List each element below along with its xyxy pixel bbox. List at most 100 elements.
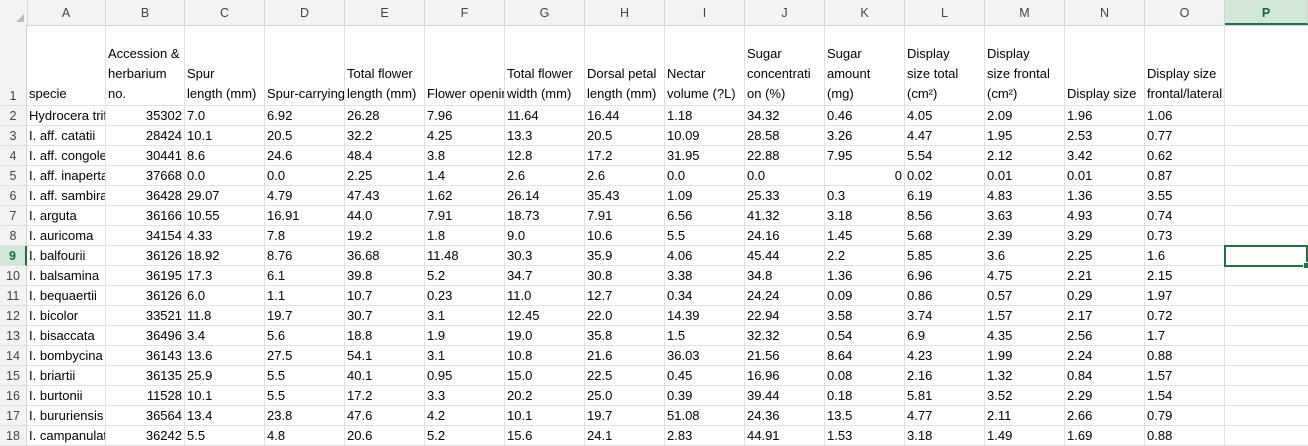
- cell-o4[interactable]: 0.62: [1145, 146, 1225, 166]
- cell-m7[interactable]: 3.63: [985, 206, 1065, 226]
- cell-g2[interactable]: 11.64: [505, 106, 585, 126]
- cell-n6[interactable]: 1.36: [1065, 186, 1145, 206]
- cell-c2[interactable]: 7.0: [185, 106, 265, 126]
- row-header[interactable]: 16: [0, 386, 27, 406]
- cell-h17[interactable]: 19.7: [585, 406, 665, 426]
- cell-m18[interactable]: 1.49: [985, 426, 1065, 446]
- cell-p2[interactable]: [1225, 106, 1308, 126]
- cell-m3[interactable]: 1.95: [985, 126, 1065, 146]
- cell-g9[interactable]: 30.3: [505, 246, 585, 266]
- cell-e15[interactable]: 40.1: [345, 366, 425, 386]
- cell-k15[interactable]: 0.08: [825, 366, 905, 386]
- cell-g5[interactable]: 2.6: [505, 166, 585, 186]
- cell-p16[interactable]: [1225, 386, 1308, 406]
- header-cell-e[interactable]: Total flower length (mm): [345, 25, 425, 106]
- cell-c7[interactable]: 10.55: [185, 206, 265, 226]
- cell-i10[interactable]: 3.38: [665, 266, 745, 286]
- row-header[interactable]: 15: [0, 366, 27, 386]
- cell-i16[interactable]: 0.39: [665, 386, 745, 406]
- cell-j6[interactable]: 25.33: [745, 186, 825, 206]
- row-header[interactable]: 18: [0, 426, 27, 446]
- cell-f15[interactable]: 0.95: [425, 366, 505, 386]
- cell-n18[interactable]: 1.69: [1065, 426, 1145, 446]
- cell-a16[interactable]: I. burtonii: [27, 386, 106, 406]
- cell-m11[interactable]: 0.57: [985, 286, 1065, 306]
- select-all-button[interactable]: [0, 0, 28, 25]
- cell-p11[interactable]: [1225, 286, 1308, 306]
- cell-o6[interactable]: 3.55: [1145, 186, 1225, 206]
- cell-j8[interactable]: 24.16: [745, 226, 825, 246]
- cell-l14[interactable]: 4.23: [905, 346, 985, 366]
- cell-a4[interactable]: I. aff. congolensis: [27, 146, 106, 166]
- row-header[interactable]: 17: [0, 406, 27, 426]
- cell-m10[interactable]: 4.75: [985, 266, 1065, 286]
- cell-c16[interactable]: 10.1: [185, 386, 265, 406]
- cell-b18[interactable]: 36242: [106, 426, 185, 446]
- cell-n8[interactable]: 3.29: [1065, 226, 1145, 246]
- row-header[interactable]: 5: [0, 166, 27, 186]
- cell-e9[interactable]: 36.68: [345, 246, 425, 266]
- cell-d11[interactable]: 1.1: [265, 286, 345, 306]
- cell-d4[interactable]: 24.6: [265, 146, 345, 166]
- cell-h10[interactable]: 30.8: [585, 266, 665, 286]
- column-header-k[interactable]: K: [825, 0, 905, 25]
- cell-e11[interactable]: 10.7: [345, 286, 425, 306]
- cell-j10[interactable]: 34.8: [745, 266, 825, 286]
- column-header-b[interactable]: B: [106, 0, 185, 25]
- cell-d10[interactable]: 6.1: [265, 266, 345, 286]
- cell-j2[interactable]: 34.32: [745, 106, 825, 126]
- cell-n17[interactable]: 2.66: [1065, 406, 1145, 426]
- cell-c14[interactable]: 13.6: [185, 346, 265, 366]
- column-header-e[interactable]: E: [345, 0, 425, 25]
- cell-b11[interactable]: 36126: [106, 286, 185, 306]
- cell-a18[interactable]: I. campanulata: [27, 426, 106, 446]
- cell-f5[interactable]: 1.4: [425, 166, 505, 186]
- cell-e2[interactable]: 26.28: [345, 106, 425, 126]
- cell-h8[interactable]: 10.6: [585, 226, 665, 246]
- row-header[interactable]: 9: [0, 246, 27, 266]
- cell-n15[interactable]: 0.84: [1065, 366, 1145, 386]
- cell-n5[interactable]: 0.01: [1065, 166, 1145, 186]
- cell-i13[interactable]: 1.5: [665, 326, 745, 346]
- cell-i5[interactable]: 0.0: [665, 166, 745, 186]
- row-header[interactable]: 3: [0, 126, 27, 146]
- cell-d13[interactable]: 5.6: [265, 326, 345, 346]
- cell-o18[interactable]: 0.88: [1145, 426, 1225, 446]
- cell-b13[interactable]: 36496: [106, 326, 185, 346]
- cell-g12[interactable]: 12.45: [505, 306, 585, 326]
- cell-b10[interactable]: 36195: [106, 266, 185, 286]
- cell-e18[interactable]: 20.6: [345, 426, 425, 446]
- cell-e7[interactable]: 44.0: [345, 206, 425, 226]
- cell-h14[interactable]: 21.6: [585, 346, 665, 366]
- cell-h5[interactable]: 2.6: [585, 166, 665, 186]
- cell-l13[interactable]: 6.9: [905, 326, 985, 346]
- header-cell-i[interactable]: Nectar volume (?L): [665, 25, 745, 106]
- active-cell-selection[interactable]: [1224, 245, 1308, 269]
- cell-j4[interactable]: 22.88: [745, 146, 825, 166]
- cell-c4[interactable]: 8.6: [185, 146, 265, 166]
- cell-h18[interactable]: 24.1: [585, 426, 665, 446]
- cell-a13[interactable]: I. bisaccata: [27, 326, 106, 346]
- cell-d3[interactable]: 20.5: [265, 126, 345, 146]
- cell-f4[interactable]: 3.8: [425, 146, 505, 166]
- cell-m17[interactable]: 2.11: [985, 406, 1065, 426]
- cell-d8[interactable]: 7.8: [265, 226, 345, 246]
- cell-o3[interactable]: 0.77: [1145, 126, 1225, 146]
- cell-f18[interactable]: 5.2: [425, 426, 505, 446]
- header-cell-o[interactable]: Display size frontal/lateral: [1145, 25, 1225, 106]
- cell-a7[interactable]: I. arguta: [27, 206, 106, 226]
- cell-f7[interactable]: 7.91: [425, 206, 505, 226]
- cell-e17[interactable]: 47.6: [345, 406, 425, 426]
- header-cell-j[interactable]: Sugar concentrati on (%): [745, 25, 825, 106]
- cell-h11[interactable]: 12.7: [585, 286, 665, 306]
- cell-l11[interactable]: 0.86: [905, 286, 985, 306]
- cell-g16[interactable]: 20.2: [505, 386, 585, 406]
- cell-i2[interactable]: 1.18: [665, 106, 745, 126]
- cell-n2[interactable]: 1.96: [1065, 106, 1145, 126]
- cell-p8[interactable]: [1225, 226, 1308, 246]
- cell-e4[interactable]: 48.4: [345, 146, 425, 166]
- header-cell-l[interactable]: Display size total (cm²): [905, 25, 985, 106]
- cell-j14[interactable]: 21.56: [745, 346, 825, 366]
- cell-c6[interactable]: 29.07: [185, 186, 265, 206]
- cell-c13[interactable]: 3.4: [185, 326, 265, 346]
